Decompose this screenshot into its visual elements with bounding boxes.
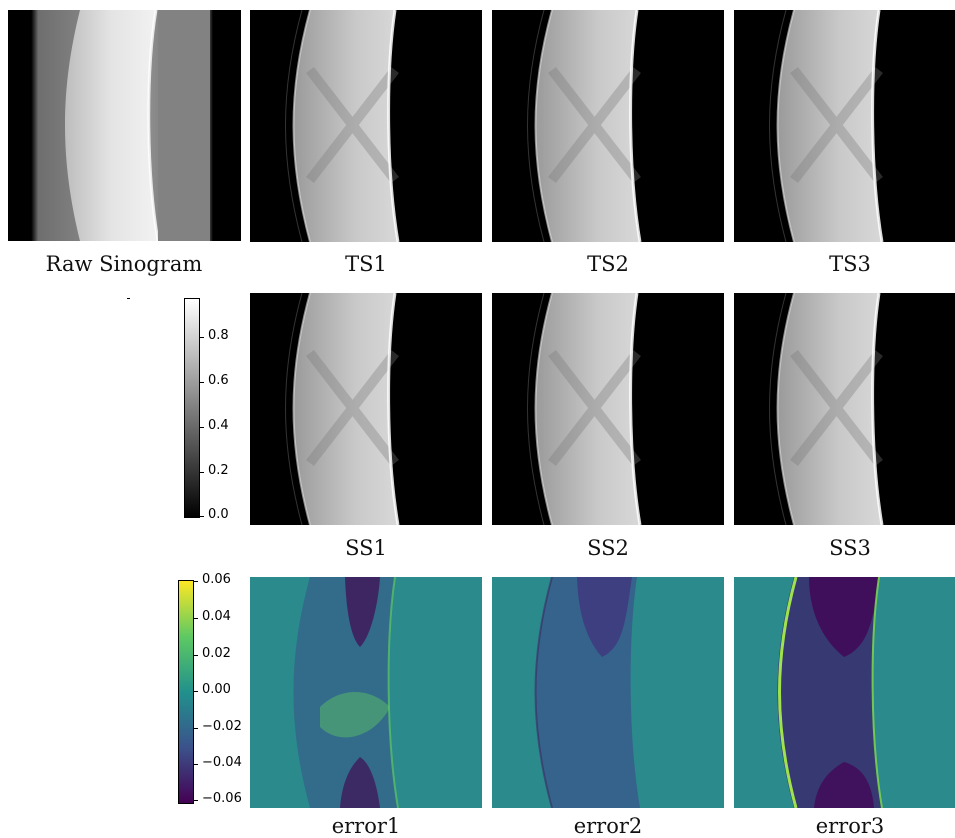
ts3-image bbox=[734, 10, 955, 242]
colorbar-tick-label: 0.8 bbox=[208, 328, 229, 343]
ts1-image bbox=[250, 10, 482, 242]
colorbar-tick-label: 0.6 bbox=[208, 373, 229, 388]
panel-label: error1 bbox=[331, 814, 401, 838]
raw-sinogram-image bbox=[8, 10, 241, 241]
panel-label: TS3 bbox=[829, 252, 871, 276]
colorbar-tick-label: −0.04 bbox=[202, 755, 242, 770]
gray-colorbar bbox=[184, 298, 200, 518]
colorbar-tick bbox=[193, 655, 198, 656]
panel-label: TS2 bbox=[587, 252, 629, 276]
colorbar-tick bbox=[193, 800, 198, 801]
panel-label: TS1 bbox=[345, 252, 387, 276]
panel-label: SS3 bbox=[829, 536, 871, 560]
ss3-image bbox=[734, 293, 955, 525]
colorbar-tick-label: 0.02 bbox=[202, 646, 231, 661]
panel-label: SS1 bbox=[345, 536, 387, 560]
ts2-image bbox=[492, 10, 724, 242]
colorbar-tick bbox=[199, 472, 204, 473]
colorbar-tick bbox=[193, 728, 198, 729]
colorbar-tick-label: 0.2 bbox=[208, 463, 229, 478]
colorbar-tick bbox=[193, 764, 198, 765]
colorbar-tick-label: −0.02 bbox=[202, 719, 242, 734]
colorbar-tick bbox=[199, 516, 204, 517]
colorbar-tick-label: 0.00 bbox=[202, 682, 231, 697]
ss2-image bbox=[492, 293, 724, 525]
colorbar-tick-label: 0.04 bbox=[202, 609, 231, 624]
colorbar-tick bbox=[193, 691, 198, 692]
error-colorbar bbox=[178, 580, 194, 804]
panel-label: error2 bbox=[573, 814, 643, 838]
stray-mark bbox=[127, 298, 130, 299]
error1-image bbox=[250, 577, 482, 808]
panel-label: error3 bbox=[815, 814, 885, 838]
colorbar-tick bbox=[193, 581, 198, 582]
ss1-image bbox=[250, 293, 482, 525]
panel-label: Raw Sinogram bbox=[45, 252, 203, 276]
colorbar-tick-label: 0.06 bbox=[202, 572, 231, 587]
colorbar-tick-label: 0.0 bbox=[208, 507, 229, 522]
error3-image bbox=[734, 577, 955, 808]
colorbar-tick bbox=[199, 337, 204, 338]
colorbar-tick bbox=[199, 427, 204, 428]
colorbar-tick-label: −0.06 bbox=[202, 791, 242, 806]
colorbar-tick-label: 0.4 bbox=[208, 418, 229, 433]
colorbar-tick bbox=[199, 382, 204, 383]
panel-label: SS2 bbox=[587, 536, 629, 560]
colorbar-tick bbox=[193, 618, 198, 619]
error2-image bbox=[492, 577, 724, 808]
